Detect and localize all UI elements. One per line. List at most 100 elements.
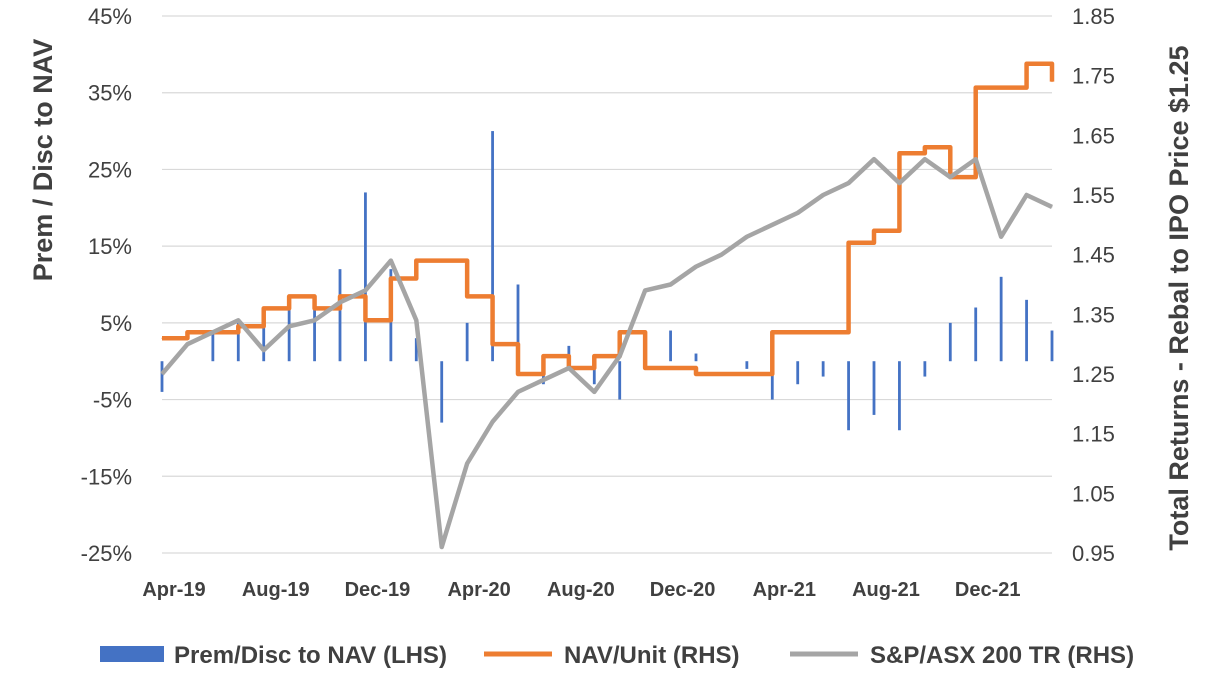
bar-mark	[796, 361, 800, 385]
asx200-point	[1026, 194, 1028, 196]
nav-unit-point	[364, 319, 366, 321]
asx200-point	[848, 182, 850, 184]
nav-unit-point	[415, 260, 417, 262]
right-tick-label: 1.45	[1072, 243, 1115, 268]
nav-unit-point	[492, 343, 494, 345]
x-tick-label: Dec-20	[650, 579, 716, 601]
right-tick-label: 1.65	[1072, 123, 1115, 148]
right-tick-label: 0.95	[1072, 541, 1115, 566]
asx200-point	[339, 301, 341, 303]
bar-mark	[1050, 330, 1054, 362]
nav-unit-point	[1026, 63, 1028, 65]
asx200-point	[670, 284, 672, 285]
right-axis-title: Total Returns - Rebal to IPO Price $1.25	[1164, 45, 1194, 550]
left-tick-label: 15%	[88, 234, 132, 259]
bar-mark	[618, 361, 622, 400]
x-tick-label: Aug-19	[242, 579, 310, 601]
bar-mark	[364, 192, 367, 362]
bar-mark	[847, 361, 850, 431]
asx200-point	[492, 421, 494, 423]
nav-unit-point	[237, 325, 239, 327]
nav-unit-point	[695, 373, 697, 375]
x-tick-label: Aug-21	[852, 579, 920, 601]
asx200-point	[695, 266, 697, 268]
bar-mark	[694, 353, 698, 362]
asx200-point	[441, 546, 443, 548]
bar-mark	[872, 361, 876, 415]
asx200-point	[1051, 206, 1053, 208]
right-axis-ticks: 1.85 1.75 1.65 1.55 1.45 1.35 1.25 1.15 1.05 0.95	[1072, 4, 1115, 566]
asx200-point	[593, 391, 595, 393]
left-tick-label: 35%	[88, 81, 132, 106]
nav-unit-point	[186, 331, 188, 333]
bar-mark	[414, 338, 418, 362]
bar-mark	[948, 322, 952, 362]
asx200-point	[797, 212, 799, 214]
left-axis-title: Prem / Disc to NAV	[28, 39, 58, 282]
nav-unit-point	[1000, 87, 1002, 89]
right-tick-label: 1.35	[1072, 302, 1115, 327]
nav-unit-point	[644, 367, 646, 369]
nav-unit-point	[466, 295, 468, 297]
right-tick-label: 1.55	[1072, 183, 1115, 208]
nav-unit-point	[263, 307, 265, 309]
asx200-point	[314, 319, 316, 321]
bar-mark	[236, 322, 240, 362]
nav-unit-point	[288, 295, 290, 297]
asx200-point	[771, 224, 773, 226]
bar-mark	[669, 330, 672, 362]
bar-mark	[999, 276, 1003, 362]
bar-mark	[338, 269, 342, 362]
right-tick-label: 1.85	[1072, 4, 1115, 29]
asx200-point	[644, 289, 646, 291]
nav-unit-point	[161, 337, 163, 339]
x-tick-label: Dec-19	[345, 579, 411, 601]
nav-unit-point	[1051, 81, 1053, 83]
legend-swatch-bar	[100, 646, 164, 662]
x-tick-label: Dec-21	[955, 579, 1021, 601]
asx200-point	[619, 355, 621, 357]
asx200-point	[237, 319, 239, 321]
asx200-point	[568, 367, 570, 369]
bar-mark	[211, 330, 215, 362]
asx200-point	[288, 325, 290, 327]
bar-mark	[262, 315, 266, 362]
nav-unit-point	[517, 373, 519, 375]
nav-unit-point	[441, 260, 443, 262]
bar-mark	[516, 284, 520, 362]
x-tick-label: Aug-20	[547, 579, 615, 601]
asx200-point	[364, 289, 366, 291]
bar-mark	[160, 361, 164, 392]
asx200-point	[212, 331, 214, 333]
nav-unit-point	[771, 331, 773, 333]
nav-unit-point	[542, 355, 544, 357]
left-tick-label: -25%	[81, 541, 132, 566]
right-tick-label: 1.25	[1072, 362, 1115, 387]
right-tick-label: 1.75	[1072, 64, 1115, 89]
bar-mark	[440, 361, 444, 423]
nav-unit-point	[390, 278, 392, 280]
bar-mark	[465, 322, 469, 362]
asx200-point	[161, 373, 163, 375]
nav-unit-point	[898, 152, 900, 154]
x-tick-label: Apr-19	[142, 579, 205, 601]
nav-unit-line	[162, 61, 1055, 377]
bar-mark	[592, 361, 596, 385]
legend-label: NAV/Unit (RHS)	[564, 642, 740, 669]
bar-mark	[287, 299, 291, 362]
left-tick-label: -15%	[81, 464, 132, 489]
bar-mark	[1025, 299, 1028, 362]
bar-mark	[821, 361, 825, 377]
asx200-point	[415, 319, 417, 321]
nav-unit-point	[848, 242, 850, 244]
nav-unit-point	[873, 230, 875, 232]
asx200-point	[263, 349, 265, 351]
asx200-point	[1000, 236, 1002, 238]
bar-mark	[313, 299, 316, 362]
asx200-point	[975, 158, 977, 160]
asx200-point	[949, 176, 951, 178]
nav-unit-point	[975, 87, 977, 89]
asx200-point	[898, 182, 900, 184]
